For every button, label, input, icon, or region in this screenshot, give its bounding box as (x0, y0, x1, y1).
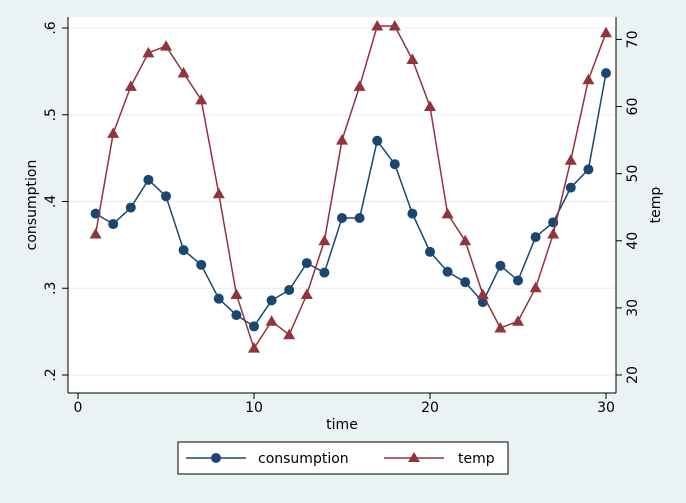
data-point-temp (476, 288, 489, 299)
data-point-consumption (460, 277, 471, 288)
data-point-consumption (196, 259, 207, 270)
data-point-temp (230, 288, 243, 299)
data-point-consumption (301, 258, 312, 269)
data-point-temp (406, 53, 419, 65)
x-tick-label: 0 (74, 400, 83, 416)
data-point-consumption (495, 260, 506, 271)
data-point-consumption (425, 246, 435, 257)
data-point-temp (459, 234, 472, 246)
x-tick-label: 20 (421, 400, 439, 416)
data-point-temp (547, 228, 560, 239)
data-point-temp (318, 234, 331, 246)
data-point-temp (177, 66, 190, 78)
data-point-consumption (108, 219, 119, 230)
data-point-temp (160, 40, 172, 51)
ticks: 0 10 20 30 .2 .3 .4 .5 .6 20 30 40 50 60 70 (43, 21, 641, 416)
data-point-temp (300, 288, 313, 299)
series-temp (89, 20, 612, 353)
data-point-temp (248, 342, 260, 353)
data-point-temp (512, 315, 524, 326)
data-point-temp (142, 46, 155, 58)
data-point-consumption (178, 245, 189, 256)
data-point-consumption (161, 191, 171, 202)
data-point-temp (494, 322, 507, 333)
y2-tick-label: 30 (625, 299, 641, 317)
y-tick-label: .6 (43, 21, 59, 34)
data-point-consumption (442, 266, 453, 277)
data-point-consumption (284, 284, 295, 295)
data-point-consumption (407, 208, 418, 219)
y2-tick-label: 20 (625, 366, 641, 384)
y-tick-label: .5 (43, 108, 59, 121)
data-point-consumption (389, 159, 400, 170)
data-point-temp (107, 127, 120, 138)
data-point-temp (353, 80, 366, 91)
axes (67, 17, 617, 394)
data-point-temp (371, 20, 384, 31)
data-point-temp (89, 228, 102, 239)
x-tick-label: 30 (597, 400, 615, 416)
data-point-consumption (583, 164, 594, 175)
y-axis-label: consumption (24, 160, 40, 251)
data-point-temp (212, 187, 225, 199)
y-tick-label: .4 (43, 195, 59, 208)
data-point-temp (441, 207, 454, 219)
data-point-temp (265, 315, 278, 326)
data-point-consumption (319, 267, 330, 278)
series-line-temp (94, 25, 607, 350)
legend-label-consumption: consumption (258, 451, 349, 467)
y-tick-label: .3 (43, 282, 59, 295)
series-line-consumption (95, 72, 607, 328)
y-tick-label: .2 (43, 368, 59, 381)
y2-tick-label: 50 (625, 165, 641, 183)
plot-area (68, 17, 616, 393)
data-point-consumption (601, 68, 611, 79)
series-layer (89, 20, 612, 353)
x-tick-label: 10 (245, 400, 263, 416)
data-point-consumption (565, 182, 576, 193)
legend-marker-temp (408, 452, 420, 462)
data-point-consumption (372, 135, 383, 146)
data-point-consumption (513, 275, 523, 286)
data-point-consumption (143, 174, 154, 185)
data-point-temp (195, 93, 208, 105)
legend-label-temp: temp (458, 451, 495, 467)
data-point-consumption (354, 212, 365, 223)
data-point-temp (388, 20, 401, 31)
y2-tick-label: 70 (625, 31, 641, 49)
data-point-temp (124, 80, 137, 91)
grid (68, 27, 616, 376)
data-point-consumption (530, 232, 541, 243)
data-point-consumption (266, 295, 277, 306)
data-point-consumption (213, 293, 224, 304)
data-point-temp (600, 26, 612, 38)
data-point-temp (336, 134, 348, 145)
y2-axis-label: temp (648, 187, 664, 224)
x-axis-label: time (326, 417, 358, 433)
data-point-temp (529, 281, 542, 293)
series-consumption (90, 68, 611, 332)
data-point-consumption (249, 321, 259, 332)
y2-tick-label: 60 (625, 98, 641, 116)
data-point-temp (564, 154, 577, 165)
data-point-temp (424, 100, 436, 112)
legend-marker-consumption (211, 453, 221, 463)
data-point-temp (582, 73, 595, 85)
legend: consumption temp (177, 441, 509, 475)
data-point-temp (283, 328, 296, 340)
data-point-consumption (125, 202, 136, 213)
data-point-consumption (337, 212, 347, 223)
data-point-consumption (231, 310, 242, 321)
y2-tick-label: 40 (625, 232, 641, 250)
